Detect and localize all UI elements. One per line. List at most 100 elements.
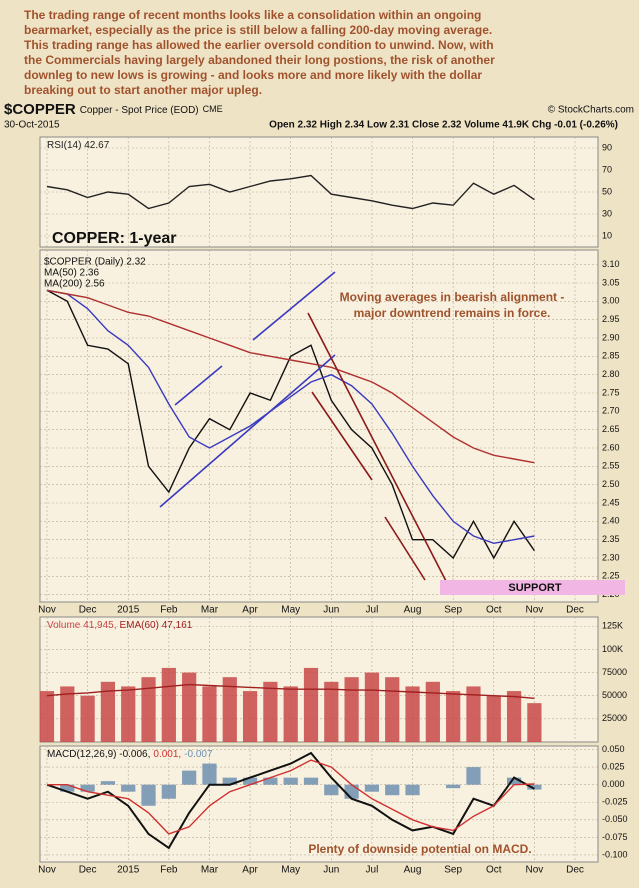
legend-entry: MACD(12,26,9) -0.006,	[47, 749, 150, 760]
y-tick-label: 50	[602, 186, 612, 196]
bar	[466, 767, 481, 785]
support-band	[440, 580, 625, 595]
commentary-line: bearmarket, especially as the price is s…	[24, 23, 492, 37]
x-tick-label: Nov	[525, 605, 543, 616]
y-tick-label: 3.10	[602, 259, 620, 269]
bar	[161, 784, 176, 799]
x-tick-label: Dec	[79, 865, 97, 876]
legend: MACD(12,26,9) -0.006, 0.001, -0.007	[47, 749, 213, 760]
series-line	[46, 174, 535, 210]
series-line	[46, 683, 535, 699]
x-tick-label: Jun	[323, 865, 339, 876]
commentary-line: downleg to new lows is growing - and loo…	[24, 68, 482, 82]
bar	[405, 686, 420, 742]
x-tick-label: Feb	[160, 865, 178, 876]
y-tick-label: 3.00	[602, 296, 620, 306]
x-tick-label: May	[281, 605, 300, 616]
bar	[527, 784, 542, 790]
y-tick-label: 50000	[602, 690, 627, 700]
x-tick-label: Apr	[242, 865, 258, 876]
y-tick-label: 100K	[602, 644, 623, 654]
bar	[39, 691, 55, 742]
bar	[506, 777, 522, 785]
y-tick-label: 90	[602, 142, 612, 152]
x-tick-label: Nov	[525, 865, 543, 876]
bar	[446, 784, 461, 789]
bar	[263, 777, 278, 785]
bar	[283, 777, 298, 785]
bar	[100, 681, 116, 742]
bar	[506, 691, 522, 742]
x-tick-label: Mar	[201, 865, 219, 876]
x-tick-label: Jul	[366, 865, 379, 876]
legend-entry: 0.001,	[153, 749, 181, 760]
legend: RSI(14) 42.67	[47, 140, 110, 151]
x-tick-label: Dec	[566, 865, 584, 876]
bar	[263, 681, 278, 742]
x-tick-label: May	[281, 865, 300, 876]
bar	[202, 763, 217, 785]
legend-entry: EMA(60) 47,161	[120, 620, 193, 631]
y-tick-label: 0.000	[602, 779, 625, 789]
legend-entry: RSI(14) 42.67	[47, 140, 110, 151]
bar	[385, 677, 400, 742]
legend-entry: -0.007	[184, 749, 213, 760]
bar	[242, 691, 258, 742]
y-tick-label: -0.100	[602, 849, 628, 859]
y-tick-label: 2.75	[602, 387, 620, 397]
quote: Open 2.32 High 2.34 Low 2.31 Close 2.32 …	[269, 120, 618, 131]
x-tick-label: Nov	[38, 865, 56, 876]
bar	[405, 784, 420, 796]
x-tick-label: Dec	[79, 605, 97, 616]
bar	[222, 777, 237, 785]
y-tick-label: 25000	[602, 713, 627, 723]
bar	[202, 686, 217, 742]
x-tick-label: Sep	[444, 865, 462, 876]
bar	[364, 672, 380, 742]
x-tick-label: Nov	[38, 605, 56, 616]
bar	[121, 686, 136, 742]
bar	[141, 677, 156, 742]
legend-entry: MA(200) 2.56	[44, 279, 105, 290]
x-tick-label: 2015	[117, 865, 140, 876]
source: © StockCharts.com	[548, 105, 634, 116]
legend-entry: MA(50) 2.36	[44, 268, 99, 279]
annotation: SUPPORT	[508, 582, 561, 594]
bar	[141, 784, 156, 806]
annotation: Plenty of downside potential on MACD.	[308, 842, 531, 856]
bar	[446, 691, 461, 742]
y-tick-label: 2.50	[602, 479, 620, 489]
legend-entry: $COPPER (Daily) 2.32	[44, 257, 146, 268]
bar	[60, 686, 75, 742]
series-line	[46, 289, 535, 545]
series-line	[46, 751, 535, 850]
bar	[344, 784, 359, 799]
date: 30-Oct-2015	[4, 120, 60, 131]
commentary-line: breaking out to start another major uple…	[24, 83, 262, 97]
x-tick-label: Jun	[323, 605, 339, 616]
bar	[425, 681, 440, 742]
bar	[303, 667, 319, 742]
bar	[324, 681, 339, 742]
commentary-line: the Commercials having largely abandoned…	[24, 53, 495, 67]
bar	[527, 703, 542, 742]
y-tick-label: 2.35	[602, 534, 620, 544]
y-tick-label: 2.65	[602, 424, 620, 434]
y-tick-label: 3.05	[602, 277, 620, 287]
exchange: CME	[203, 104, 223, 114]
x-tick-label: Mar	[201, 605, 219, 616]
x-tick-label: Jul	[366, 605, 379, 616]
panel	[39, 745, 599, 863]
commentary-line: This trading range has allowed the earli…	[24, 38, 494, 52]
bar	[80, 695, 95, 742]
chart-title: COPPER: 1-year	[52, 230, 177, 247]
series-line	[46, 289, 535, 560]
bar	[80, 784, 95, 792]
bar	[344, 677, 359, 742]
y-tick-label: -0.050	[602, 814, 628, 824]
bar	[303, 777, 319, 785]
trend-line	[159, 354, 336, 508]
y-tick-label: 10	[602, 230, 612, 240]
y-tick-label: 2.85	[602, 351, 620, 361]
y-tick-label: 30	[602, 208, 612, 218]
